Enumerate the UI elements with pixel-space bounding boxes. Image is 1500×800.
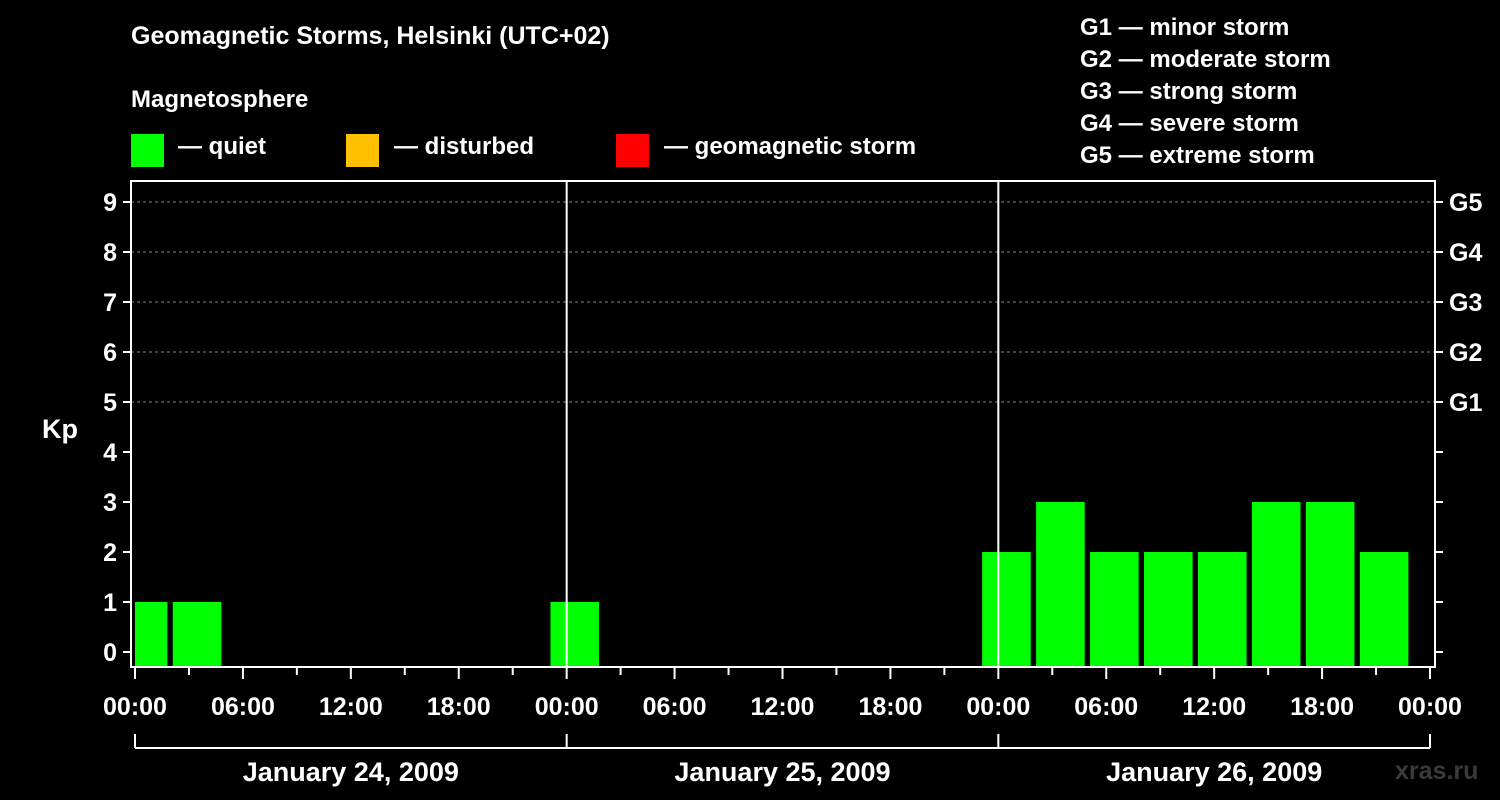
- x-tick-label-3: 18:00: [427, 693, 491, 721]
- x-tick-label-4: 00:00: [535, 693, 599, 721]
- x-tick-label-1: 06:00: [211, 693, 275, 721]
- kp-bar-8: [1251, 502, 1301, 667]
- x-tick-label-11: 18:00: [1290, 693, 1354, 721]
- kp-bar-2: [550, 602, 600, 667]
- legend-label-disturbed: — disturbed: [394, 133, 535, 160]
- x-tick-label-5: 06:00: [643, 693, 707, 721]
- y-tick-label-3: 3: [103, 489, 117, 517]
- storm-scale-g5: G5 — extreme storm: [1080, 142, 1315, 169]
- y-tick-label-7: 7: [103, 289, 117, 317]
- storm-scale-g4: G4 — severe storm: [1080, 110, 1299, 137]
- y-tick-label-6: 6: [103, 339, 117, 367]
- x-tick-label-6: 12:00: [751, 693, 815, 721]
- x-tick-label-7: 18:00: [858, 693, 922, 721]
- x-tick-label-2: 12:00: [319, 693, 383, 721]
- kp-bar-5: [1090, 552, 1139, 667]
- kp-bar-1: [172, 602, 222, 667]
- legend-swatch-quiet: [131, 134, 164, 167]
- chart-title: Geomagnetic Storms, Helsinki (UTC+02): [131, 22, 610, 50]
- y-tick-label-5: 5: [103, 389, 117, 417]
- right-tick-label-g4: G4: [1449, 239, 1482, 267]
- y-tick-label-2: 2: [103, 539, 117, 567]
- legend-swatch-storm: [616, 134, 649, 167]
- day-label-1: January 25, 2009: [674, 757, 890, 787]
- right-tick-label-g5: G5: [1449, 189, 1482, 217]
- y-tick-label-8: 8: [103, 239, 117, 267]
- kp-bar-0: [135, 602, 168, 667]
- kp-bar-7: [1197, 552, 1247, 667]
- x-tick-label-9: 06:00: [1074, 693, 1138, 721]
- kp-bar-4: [1036, 502, 1085, 667]
- legend-swatch-disturbed: [346, 134, 379, 167]
- x-tick-label-12: 00:00: [1398, 693, 1462, 721]
- x-tick-label-10: 12:00: [1182, 693, 1246, 721]
- right-tick-label-g3: G3: [1449, 289, 1482, 317]
- kp-bar-6: [1144, 552, 1193, 667]
- kp-bar-10: [1359, 552, 1409, 667]
- y-tick-label-1: 1: [103, 589, 117, 617]
- kp-bar-9: [1305, 502, 1355, 667]
- legend-label-quiet: — quiet: [178, 133, 266, 160]
- x-tick-label-8: 00:00: [966, 693, 1030, 721]
- legend-label-storm: — geomagnetic storm: [664, 133, 917, 160]
- storm-scale-g3: G3 — strong storm: [1080, 78, 1298, 105]
- watermark: xras.ru: [1395, 757, 1479, 785]
- y-tick-label-9: 9: [103, 189, 117, 217]
- y-tick-label-4: 4: [103, 439, 117, 467]
- day-label-0: January 24, 2009: [243, 757, 459, 787]
- storm-scale-g2: G2 — moderate storm: [1080, 46, 1331, 73]
- right-tick-label-g2: G2: [1449, 339, 1482, 367]
- kp-bar-3: [982, 552, 1031, 667]
- day-label-2: January 26, 2009: [1106, 757, 1322, 787]
- storm-scale-g1: G1 — minor storm: [1080, 14, 1290, 41]
- right-tick-label-g1: G1: [1449, 389, 1482, 417]
- x-tick-label-0: 00:00: [103, 693, 167, 721]
- legend-heading: Magnetosphere: [131, 86, 309, 113]
- y-axis-label: Kp: [42, 414, 78, 444]
- y-tick-label-0: 0: [103, 639, 117, 667]
